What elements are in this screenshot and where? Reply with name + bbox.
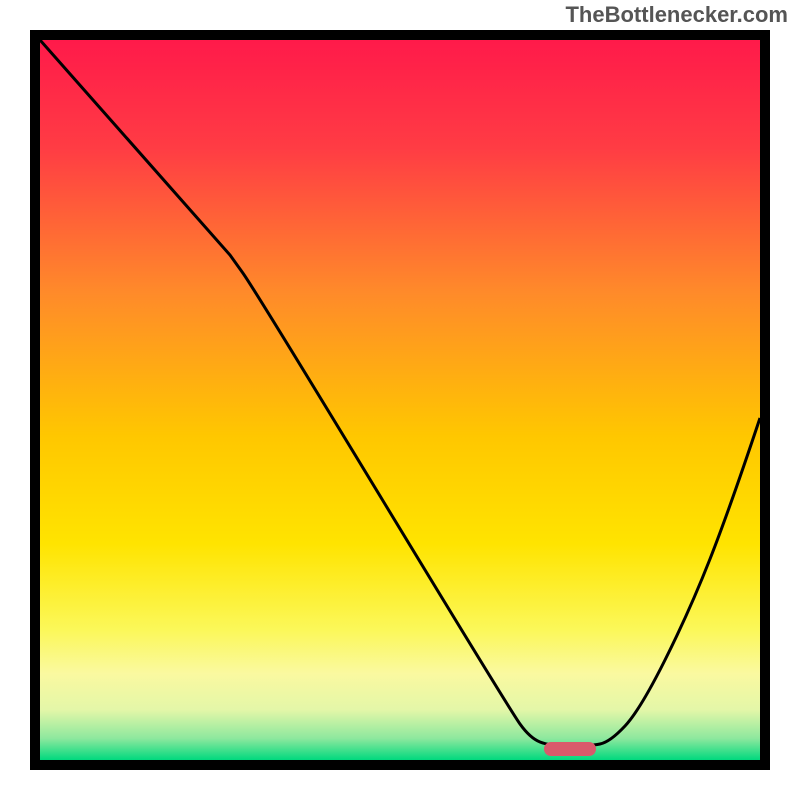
chart-background bbox=[40, 40, 760, 760]
optimal-range-marker bbox=[544, 742, 596, 756]
root-container: TheBottlenecker.com bbox=[0, 0, 800, 800]
bottleneck-chart bbox=[30, 30, 770, 770]
chart-svg bbox=[30, 30, 770, 770]
watermark-text: TheBottlenecker.com bbox=[565, 2, 788, 28]
